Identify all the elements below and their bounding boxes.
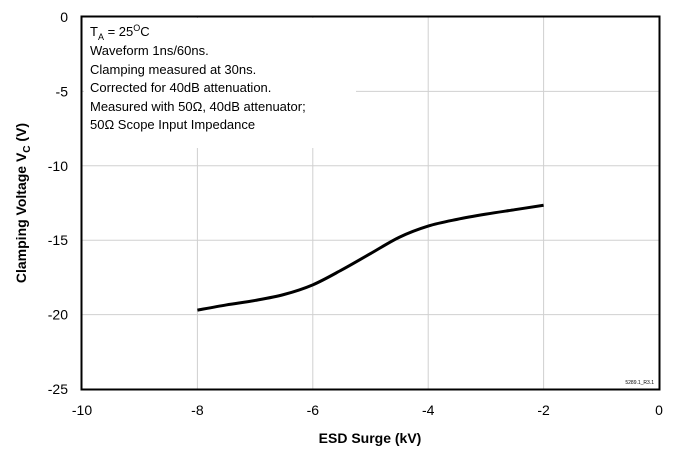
y-tick-label: -20 xyxy=(48,307,68,323)
data-series-group xyxy=(197,203,544,312)
x-tick-label: -6 xyxy=(307,402,320,418)
y-tick-label: -15 xyxy=(48,232,68,248)
annotation-background xyxy=(84,18,356,148)
x-tick-labels: -10 -8 -6 -4 -2 0 xyxy=(72,402,663,418)
annotation-temp-subscript: A xyxy=(98,32,104,42)
y-tick-label: -25 xyxy=(48,381,68,397)
figure-id: 5289.1_R3.1 xyxy=(625,380,654,386)
annotation-temp-degree: O xyxy=(133,23,140,33)
x-tick-label: -10 xyxy=(72,402,92,418)
annotation-temp-unit: C xyxy=(140,24,149,39)
y-tick-labels: 0 -5 -10 -15 -20 -25 xyxy=(48,9,68,397)
x-axis-title: ESD Surge (kV) xyxy=(319,430,422,446)
x-tick-label: 0 xyxy=(655,402,663,418)
x-tick-label: -4 xyxy=(422,402,435,418)
annotation-line: Clamping measured at 30ns. xyxy=(90,62,256,77)
y-axis-title: Clamping Voltage VC (V) xyxy=(13,123,33,283)
y-axis-title-main: Clamping Voltage V xyxy=(13,152,29,283)
y-axis-title-unit: (V) xyxy=(13,123,29,146)
y-axis-title-subscript: C xyxy=(22,145,33,152)
annotation-temperature: TA = 25OC xyxy=(90,23,150,42)
x-tick-label: -8 xyxy=(191,402,204,418)
y-tick-label: 0 xyxy=(60,9,68,25)
series-line xyxy=(197,203,544,312)
annotation-block: TA = 25OC Waveform 1ns/60ns. Clamping me… xyxy=(90,23,306,132)
annotation-line: 50Ω Scope Input Impedance xyxy=(90,117,255,132)
y-tick-label: -10 xyxy=(48,158,68,174)
annotation-line: Corrected for 40dB attenuation. xyxy=(90,80,271,95)
annotation-line: Waveform 1ns/60ns. xyxy=(90,43,209,58)
plot-frame xyxy=(80,15,661,391)
annotation-line: Measured with 50Ω, 40dB attenuator; xyxy=(90,99,306,114)
y-tick-label: -5 xyxy=(56,83,69,99)
annotation-temp-symbol: T xyxy=(90,24,98,39)
annotation-temp-value: = 25 xyxy=(104,24,133,39)
x-tick-label: -2 xyxy=(537,402,550,418)
